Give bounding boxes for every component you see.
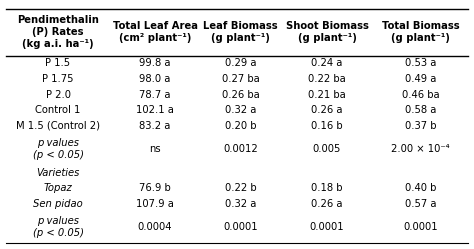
Text: 0.0001: 0.0001 bbox=[403, 222, 438, 232]
Text: 78.7 a: 78.7 a bbox=[139, 90, 171, 100]
Text: 0.16 b: 0.16 b bbox=[311, 121, 343, 131]
Text: 76.9 b: 76.9 b bbox=[139, 183, 171, 193]
Text: 98.0 a: 98.0 a bbox=[139, 74, 171, 84]
Text: 0.46 ba: 0.46 ba bbox=[402, 90, 439, 100]
Text: 0.005: 0.005 bbox=[313, 144, 341, 154]
Text: 0.26 ba: 0.26 ba bbox=[221, 90, 259, 100]
Text: 0.0001: 0.0001 bbox=[223, 222, 258, 232]
Text: Topaz: Topaz bbox=[44, 183, 73, 193]
Text: Sen pidao: Sen pidao bbox=[33, 199, 83, 209]
Text: 0.21 ba: 0.21 ba bbox=[308, 90, 346, 100]
Text: 0.32 a: 0.32 a bbox=[225, 105, 256, 115]
Text: 99.8 a: 99.8 a bbox=[139, 58, 171, 68]
Text: 0.0012: 0.0012 bbox=[223, 144, 258, 154]
Text: 0.27 ba: 0.27 ba bbox=[221, 74, 259, 84]
Text: 0.49 a: 0.49 a bbox=[405, 74, 436, 84]
Text: 2.00 × 10⁻⁴: 2.00 × 10⁻⁴ bbox=[391, 144, 450, 154]
Text: Control 1: Control 1 bbox=[36, 105, 81, 115]
Text: Pendimethalin
(P) Rates
(kg a.i. ha⁻¹): Pendimethalin (P) Rates (kg a.i. ha⁻¹) bbox=[17, 15, 99, 49]
Text: Varieties: Varieties bbox=[36, 168, 80, 178]
Text: 0.18 b: 0.18 b bbox=[311, 183, 343, 193]
Text: 83.2 a: 83.2 a bbox=[139, 121, 171, 131]
Text: p values
(p < 0.05): p values (p < 0.05) bbox=[33, 138, 83, 160]
Text: Total Leaf Area
(cm² plant⁻¹): Total Leaf Area (cm² plant⁻¹) bbox=[112, 21, 198, 43]
Text: 0.24 a: 0.24 a bbox=[311, 58, 343, 68]
Text: ns: ns bbox=[149, 144, 161, 154]
Text: Shoot Biomass
(g plant⁻¹): Shoot Biomass (g plant⁻¹) bbox=[286, 21, 368, 43]
Text: 0.22 ba: 0.22 ba bbox=[308, 74, 346, 84]
Text: 0.32 a: 0.32 a bbox=[225, 199, 256, 209]
Text: 0.0004: 0.0004 bbox=[138, 222, 172, 232]
Text: 0.29 a: 0.29 a bbox=[225, 58, 256, 68]
Text: P 2.0: P 2.0 bbox=[46, 90, 71, 100]
Text: 0.20 b: 0.20 b bbox=[225, 121, 256, 131]
Text: 0.37 b: 0.37 b bbox=[405, 121, 436, 131]
Text: 0.26 a: 0.26 a bbox=[311, 199, 343, 209]
Text: 102.1 a: 102.1 a bbox=[136, 105, 174, 115]
Text: 0.40 b: 0.40 b bbox=[405, 183, 436, 193]
Text: 0.22 b: 0.22 b bbox=[225, 183, 256, 193]
Text: 0.57 a: 0.57 a bbox=[405, 199, 436, 209]
Text: 0.58 a: 0.58 a bbox=[405, 105, 436, 115]
Text: Leaf Biomass
(g plant⁻¹): Leaf Biomass (g plant⁻¹) bbox=[203, 21, 278, 43]
Text: P 1.75: P 1.75 bbox=[42, 74, 74, 84]
Text: 0.0001: 0.0001 bbox=[310, 222, 345, 232]
Text: p values
(p < 0.05): p values (p < 0.05) bbox=[33, 216, 83, 238]
Text: Total Biomass
(g plant⁻¹): Total Biomass (g plant⁻¹) bbox=[382, 21, 459, 43]
Text: M 1.5 (Control 2): M 1.5 (Control 2) bbox=[16, 121, 100, 131]
Text: 107.9 a: 107.9 a bbox=[136, 199, 174, 209]
Text: 0.53 a: 0.53 a bbox=[405, 58, 436, 68]
Text: P 1.5: P 1.5 bbox=[46, 58, 71, 68]
Text: 0.26 a: 0.26 a bbox=[311, 105, 343, 115]
